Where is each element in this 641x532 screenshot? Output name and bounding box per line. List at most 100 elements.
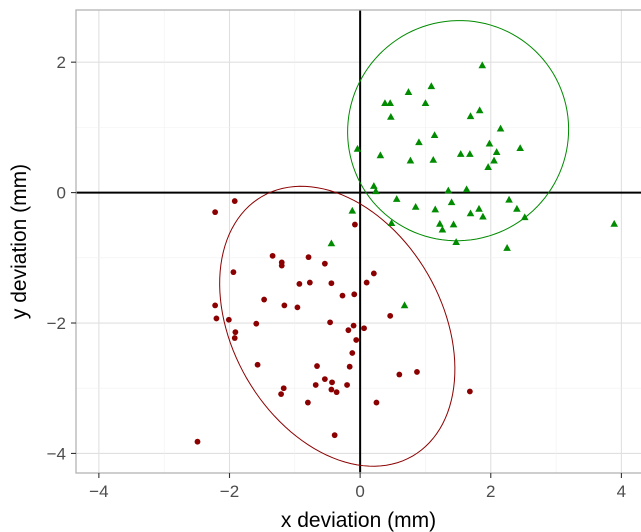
point-group-2: [376, 151, 385, 159]
point-group-1: [225, 316, 232, 323]
y-tick-label: −4: [47, 444, 66, 463]
point-group-2: [370, 182, 378, 189]
point-group-2: [430, 131, 439, 139]
point-group-1: [352, 221, 358, 228]
point-group-1: [329, 379, 335, 386]
point-group-1: [306, 279, 313, 286]
point-group-2: [490, 156, 498, 164]
point-group-1: [349, 350, 356, 356]
point-group-1: [345, 327, 352, 334]
x-tick-label: 2: [486, 482, 495, 501]
reference-lines: [76, 10, 641, 473]
point-group-1: [353, 337, 360, 343]
point-group-1: [333, 389, 340, 396]
point-group-1: [350, 322, 357, 329]
point-group-2: [353, 144, 362, 152]
point-group-1: [321, 260, 328, 267]
point-group-1: [261, 296, 268, 303]
x-tick-label: −4: [89, 482, 108, 501]
point-group-2: [505, 195, 513, 203]
point-group-1: [280, 385, 287, 392]
point-group-1: [363, 279, 370, 286]
point-group-1: [331, 432, 338, 439]
grid-lines: [76, 10, 641, 473]
point-group-1: [387, 312, 394, 319]
point-group-2: [478, 61, 487, 69]
point-group-2: [415, 138, 423, 146]
point-group-2: [436, 219, 444, 227]
point-group-1: [351, 291, 358, 298]
point-group-1: [328, 280, 335, 287]
point-group-1: [232, 329, 239, 336]
point-group-2: [381, 99, 389, 107]
point-group-1: [212, 209, 219, 216]
confidence-ellipses: [219, 20, 570, 467]
point-group-1: [344, 382, 350, 388]
point-group-2: [449, 220, 458, 228]
point-group-2: [503, 244, 511, 251]
x-tick-label: 0: [355, 482, 364, 501]
point-group-2: [427, 82, 436, 90]
point-group-2: [475, 204, 483, 212]
point-group-1: [314, 363, 320, 369]
point-group-2: [400, 301, 409, 309]
point-group-2: [466, 209, 475, 217]
point-group-1: [305, 254, 312, 261]
point-group-1: [396, 371, 403, 378]
point-group-2: [438, 225, 447, 233]
point-group-2: [484, 163, 492, 170]
point-group-2: [447, 198, 456, 206]
point-group-1: [269, 252, 276, 259]
point-group-2: [496, 124, 505, 132]
point-group-1: [321, 376, 328, 382]
ellipse-group-1: [219, 185, 456, 467]
axis-ticks: −4 −2 0 2 4 −4 −2 0 2: [47, 53, 627, 501]
x-tick-label: 4: [617, 482, 626, 501]
point-group-2: [404, 88, 413, 95]
point-group-1: [339, 292, 346, 299]
point-group-1: [296, 280, 303, 287]
point-group-2: [610, 219, 619, 227]
ellipse-group-2: [347, 20, 570, 242]
point-group-2: [466, 150, 474, 157]
point-group-2: [452, 238, 460, 245]
point-group-1: [294, 304, 301, 311]
point-group-1: [278, 391, 284, 397]
point-group-1: [230, 269, 237, 276]
y-tick-label: 0: [57, 184, 66, 203]
point-group-2: [429, 155, 438, 163]
point-group-2: [387, 219, 396, 227]
point-group-1: [194, 438, 201, 445]
point-group-1: [346, 363, 353, 370]
point-group-2: [406, 156, 415, 164]
point-group-1: [253, 320, 260, 327]
point-group-1: [328, 386, 335, 393]
point-group-2: [444, 186, 453, 194]
point-group-1: [370, 270, 377, 277]
point-group-2: [348, 206, 357, 214]
point-group-2: [387, 112, 395, 120]
point-group-1: [327, 319, 333, 326]
point-group-1: [213, 315, 220, 322]
point-group-1: [312, 382, 319, 388]
point-group-1: [212, 302, 219, 309]
point-group-1: [278, 262, 285, 269]
point-group-1: [361, 325, 367, 332]
point-group-2: [516, 144, 524, 152]
point-group-2: [386, 99, 394, 107]
point-group-2: [411, 202, 420, 210]
point-group-1: [231, 198, 238, 204]
point-group-2: [466, 112, 475, 120]
y-axis-title: y deviation (mm): [8, 164, 31, 319]
point-group-1: [231, 335, 238, 341]
point-group-2: [421, 99, 430, 107]
point-group-1: [281, 302, 288, 309]
point-group-2: [479, 212, 487, 220]
point-group-2: [392, 195, 401, 202]
point-group-2: [492, 148, 501, 155]
data-points: [194, 61, 619, 445]
point-group-2: [456, 150, 465, 157]
y-tick-label: −2: [47, 314, 66, 333]
point-group-2: [513, 204, 521, 212]
